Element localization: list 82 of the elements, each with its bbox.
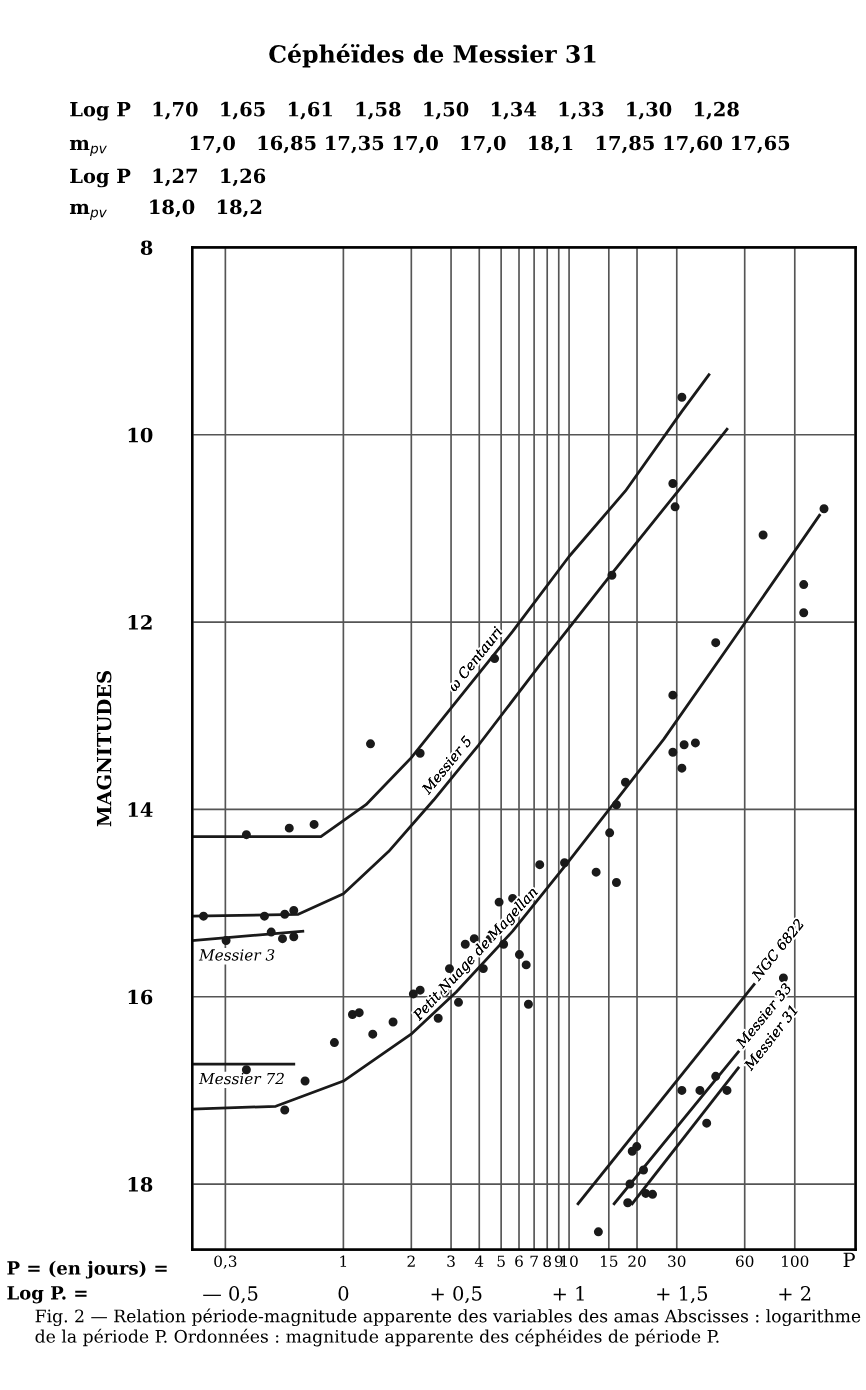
text: P bbox=[843, 1252, 855, 1267]
point bbox=[241, 830, 251, 840]
point bbox=[535, 860, 545, 870]
point bbox=[799, 580, 809, 590]
x-tick-label: + 0,5 bbox=[431, 1286, 482, 1304]
point bbox=[289, 932, 299, 942]
point bbox=[711, 638, 721, 648]
text: m$_{pv}$ 18,0 18,2 bbox=[69, 199, 262, 221]
point bbox=[280, 1105, 290, 1115]
point bbox=[354, 1008, 364, 1018]
caption: Fig. 2 — Relation période-magnitude apparente des variables des amas Abscisses : logarithme de la période P. Ordonnées : magnitude apparente des céphéides de période P. bbox=[35, 1308, 861, 1347]
point bbox=[454, 997, 463, 1007]
point bbox=[778, 973, 788, 983]
x-axis-title: Log P. = bbox=[7, 1286, 87, 1304]
point bbox=[591, 867, 601, 877]
y-tick-label: 10 bbox=[128, 427, 153, 443]
x-tick-label: + 2 bbox=[779, 1286, 811, 1301]
point bbox=[799, 608, 809, 618]
point bbox=[523, 999, 533, 1009]
point bbox=[611, 800, 621, 810]
point bbox=[605, 828, 615, 838]
chart-title: Céphéïdes de Messier 31 bbox=[269, 43, 596, 68]
point bbox=[521, 960, 531, 970]
line-series bbox=[192, 373, 711, 838]
point bbox=[607, 570, 617, 580]
point bbox=[199, 911, 209, 921]
point bbox=[679, 740, 689, 750]
x-tick-label: — 0,5 bbox=[203, 1286, 258, 1304]
point bbox=[668, 747, 678, 757]
point bbox=[695, 1085, 705, 1095]
y-tick-label: 16 bbox=[128, 989, 153, 1005]
point bbox=[677, 1085, 687, 1095]
y-axis-title: MAGNITUDES bbox=[96, 671, 112, 827]
point bbox=[300, 1076, 310, 1086]
text: Log P 1,27 1,26 bbox=[70, 168, 266, 188]
y-tick-label: 8 bbox=[140, 240, 153, 256]
point bbox=[593, 1227, 603, 1237]
point bbox=[460, 939, 470, 949]
point bbox=[611, 877, 621, 887]
text: m$_{pv}$ 17,0 16,85 17,35 17,0 17,0 18,1 17,85 17,60 17,65 bbox=[69, 135, 790, 157]
point bbox=[819, 504, 829, 514]
point bbox=[670, 502, 680, 512]
point bbox=[266, 927, 276, 937]
point bbox=[368, 1029, 378, 1039]
point bbox=[758, 530, 768, 540]
point bbox=[632, 1142, 642, 1152]
point bbox=[690, 738, 700, 748]
x-tick-label: + 1,5 bbox=[657, 1286, 708, 1304]
point bbox=[677, 763, 687, 773]
point bbox=[478, 964, 488, 974]
point bbox=[280, 909, 290, 919]
x-tick-label: 0 bbox=[338, 1286, 349, 1301]
y-tick-label: 14 bbox=[128, 802, 153, 817]
point bbox=[560, 858, 570, 868]
point bbox=[668, 478, 678, 488]
point bbox=[329, 1038, 339, 1048]
point bbox=[639, 1165, 649, 1175]
point bbox=[711, 1071, 721, 1081]
point bbox=[625, 1179, 635, 1189]
point bbox=[366, 739, 375, 749]
point bbox=[388, 1017, 398, 1027]
x-tick-label: + 1 bbox=[553, 1286, 584, 1301]
point bbox=[284, 823, 294, 833]
point bbox=[641, 1188, 651, 1198]
point bbox=[309, 819, 319, 829]
point bbox=[648, 1189, 658, 1199]
point bbox=[514, 950, 524, 960]
point bbox=[722, 1085, 732, 1095]
point bbox=[259, 911, 269, 921]
point bbox=[620, 777, 630, 787]
y-tick-label: 18 bbox=[128, 1177, 153, 1192]
point bbox=[677, 392, 687, 402]
point bbox=[623, 1198, 633, 1208]
point bbox=[668, 690, 678, 700]
point bbox=[278, 934, 287, 944]
point bbox=[347, 1010, 357, 1020]
text: Log P 1,70 1,65 1,61 1,58 1,50 1,34 1,33 1,30 1,28 bbox=[70, 101, 739, 121]
point bbox=[627, 1146, 637, 1156]
point bbox=[221, 936, 231, 946]
y-tick-label: 12 bbox=[128, 615, 152, 630]
x2-axis-title: P = (en jours) = bbox=[7, 1260, 167, 1279]
point bbox=[702, 1118, 712, 1128]
